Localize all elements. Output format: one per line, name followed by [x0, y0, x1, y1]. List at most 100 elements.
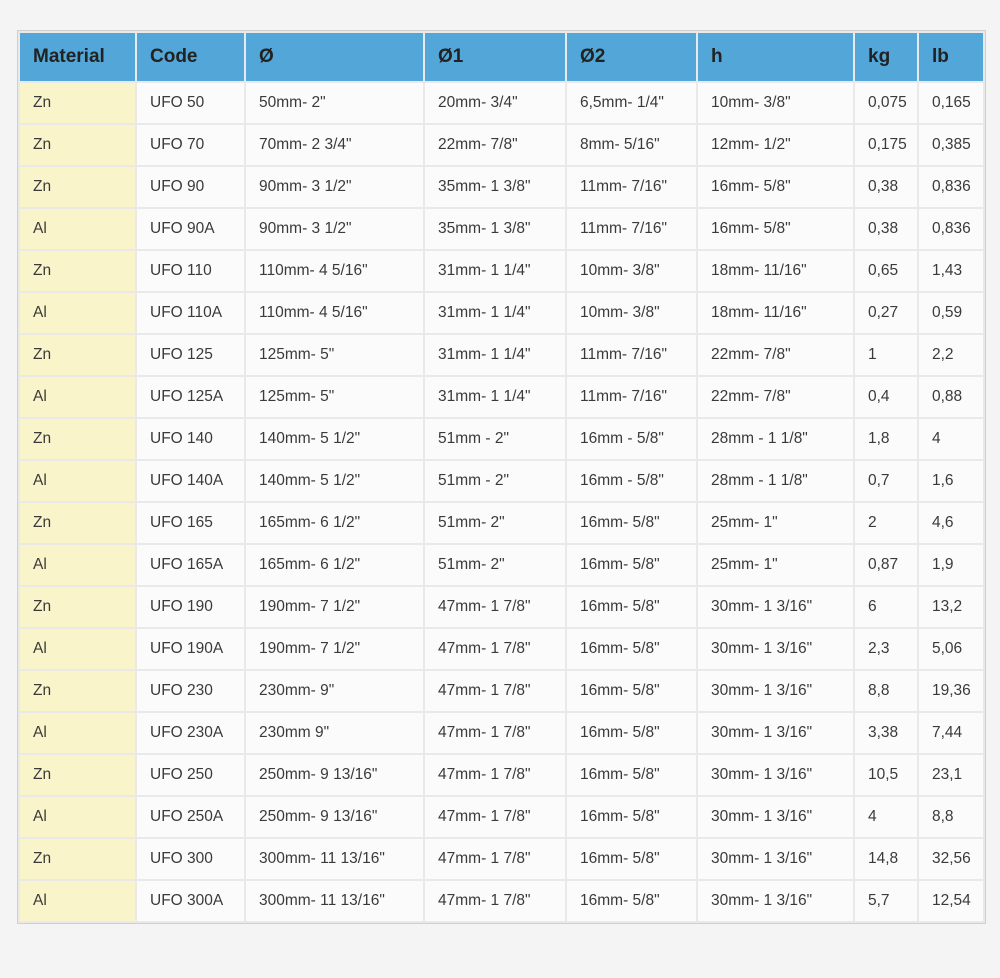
cell-d: 165mm- 6 1/2"	[246, 503, 423, 543]
cell-code: UFO 300	[137, 839, 244, 879]
cell-d2: 16mm - 5/8"	[567, 461, 696, 501]
cell-kg: 2,3	[855, 629, 917, 669]
table-row: Al UFO 110A 110mm- 4 5/16" 31mm- 1 1/4" 10mm…	[20, 293, 983, 333]
cell-code: UFO 165A	[137, 545, 244, 585]
cell-kg: 0,27	[855, 293, 917, 333]
cell-d1: 35mm- 1 3/8"	[425, 209, 565, 249]
cell-d1: 47mm- 1 7/8"	[425, 713, 565, 753]
column-header-diameter: Ø	[246, 33, 423, 81]
cell-d: 125mm- 5"	[246, 377, 423, 417]
cell-h: 10mm- 3/8"	[698, 83, 853, 123]
cell-code: UFO 190	[137, 587, 244, 627]
cell-code: UFO 125A	[137, 377, 244, 417]
column-header-diameter1: Ø1	[425, 33, 565, 81]
table-row: Al UFO 125A 125mm- 5" 31mm- 1 1/4" 11mm- 7/1…	[20, 377, 983, 417]
cell-kg: 6	[855, 587, 917, 627]
table-row: Al UFO 190A 190mm- 7 1/2" 47mm- 1 7/8" 16mm-…	[20, 629, 983, 669]
cell-h: 30mm- 1 3/16"	[698, 671, 853, 711]
cell-material: Al	[20, 713, 135, 753]
cell-h: 30mm- 1 3/16"	[698, 797, 853, 837]
table-row: Zn UFO 250 250mm- 9 13/16" 47mm- 1 7/8" 16mm…	[20, 755, 983, 795]
cell-h: 30mm- 1 3/16"	[698, 881, 853, 921]
table-row: Zn UFO 300 300mm- 11 13/16" 47mm- 1 7/8" 16m…	[20, 839, 983, 879]
cell-material: Al	[20, 293, 135, 333]
cell-lb: 5,06	[919, 629, 983, 669]
cell-code: UFO 230	[137, 671, 244, 711]
cell-d: 300mm- 11 13/16"	[246, 881, 423, 921]
cell-h: 22mm- 7/8"	[698, 335, 853, 375]
cell-material: Al	[20, 377, 135, 417]
cell-d1: 20mm- 3/4"	[425, 83, 565, 123]
cell-lb: 0,836	[919, 167, 983, 207]
cell-lb: 2,2	[919, 335, 983, 375]
cell-material: Al	[20, 881, 135, 921]
cell-lb: 1,43	[919, 251, 983, 291]
cell-d2: 16mm- 5/8"	[567, 839, 696, 879]
cell-d2: 16mm- 5/8"	[567, 629, 696, 669]
cell-lb: 13,2	[919, 587, 983, 627]
cell-lb: 1,6	[919, 461, 983, 501]
table-row: Al UFO 90A 90mm- 3 1/2" 35mm- 1 3/8" 11mm- 7…	[20, 209, 983, 249]
cell-d1: 51mm- 2"	[425, 545, 565, 585]
cell-material: Al	[20, 461, 135, 501]
cell-d1: 47mm- 1 7/8"	[425, 671, 565, 711]
cell-h: 18mm- 11/16"	[698, 293, 853, 333]
cell-d: 190mm- 7 1/2"	[246, 629, 423, 669]
table-row: Al UFO 140A 140mm- 5 1/2" 51mm - 2" 16mm - 5…	[20, 461, 983, 501]
column-header-lb: lb	[919, 33, 983, 81]
column-header-kg: kg	[855, 33, 917, 81]
table-row: Al UFO 300A 300mm- 11 13/16" 47mm- 1 7/8" 16…	[20, 881, 983, 921]
cell-h: 28mm - 1 1/8"	[698, 419, 853, 459]
cell-lb: 4,6	[919, 503, 983, 543]
cell-lb: 0,385	[919, 125, 983, 165]
cell-material: Zn	[20, 503, 135, 543]
cell-d2: 16mm- 5/8"	[567, 797, 696, 837]
cell-kg: 8,8	[855, 671, 917, 711]
cell-lb: 4	[919, 419, 983, 459]
cell-d1: 47mm- 1 7/8"	[425, 587, 565, 627]
cell-d: 300mm- 11 13/16"	[246, 839, 423, 879]
cell-d2: 16mm - 5/8"	[567, 419, 696, 459]
cell-d1: 31mm- 1 1/4"	[425, 293, 565, 333]
cell-d2: 10mm- 3/8"	[567, 251, 696, 291]
cell-kg: 2	[855, 503, 917, 543]
cell-code: UFO 90	[137, 167, 244, 207]
cell-kg: 0,65	[855, 251, 917, 291]
cell-lb: 19,36	[919, 671, 983, 711]
cell-h: 30mm- 1 3/16"	[698, 839, 853, 879]
header-row: Material Code Ø Ø1 Ø2 h kg lb	[20, 33, 983, 81]
cell-lb: 0,59	[919, 293, 983, 333]
column-header-code: Code	[137, 33, 244, 81]
cell-d2: 11mm- 7/16"	[567, 377, 696, 417]
cell-d: 140mm- 5 1/2"	[246, 461, 423, 501]
cell-d: 190mm- 7 1/2"	[246, 587, 423, 627]
cell-h: 12mm- 1/2"	[698, 125, 853, 165]
cell-d: 50mm- 2"	[246, 83, 423, 123]
cell-kg: 0,87	[855, 545, 917, 585]
cell-d: 110mm- 4 5/16"	[246, 293, 423, 333]
cell-d2: 16mm- 5/8"	[567, 545, 696, 585]
cell-d2: 6,5mm- 1/4"	[567, 83, 696, 123]
cell-d2: 11mm- 7/16"	[567, 167, 696, 207]
cell-d1: 31mm- 1 1/4"	[425, 335, 565, 375]
cell-d: 70mm- 2 3/4"	[246, 125, 423, 165]
cell-d2: 11mm- 7/16"	[567, 209, 696, 249]
table-row: Zn UFO 50 50mm- 2" 20mm- 3/4" 6,5mm- 1/4" 10m…	[20, 83, 983, 123]
cell-d: 90mm- 3 1/2"	[246, 209, 423, 249]
cell-kg: 10,5	[855, 755, 917, 795]
cell-d1: 47mm- 1 7/8"	[425, 755, 565, 795]
cell-d1: 51mm - 2"	[425, 461, 565, 501]
cell-d2: 16mm- 5/8"	[567, 587, 696, 627]
table-row: Al UFO 250A 250mm- 9 13/16" 47mm- 1 7/8" 16m…	[20, 797, 983, 837]
cell-material: Zn	[20, 839, 135, 879]
cell-material: Zn	[20, 167, 135, 207]
cell-lb: 23,1	[919, 755, 983, 795]
cell-d: 230mm- 9"	[246, 671, 423, 711]
cell-d1: 47mm- 1 7/8"	[425, 797, 565, 837]
cell-d1: 51mm - 2"	[425, 419, 565, 459]
cell-kg: 4	[855, 797, 917, 837]
cell-lb: 7,44	[919, 713, 983, 753]
cell-kg: 1	[855, 335, 917, 375]
cell-d1: 31mm- 1 1/4"	[425, 377, 565, 417]
cell-d1: 22mm- 7/8"	[425, 125, 565, 165]
